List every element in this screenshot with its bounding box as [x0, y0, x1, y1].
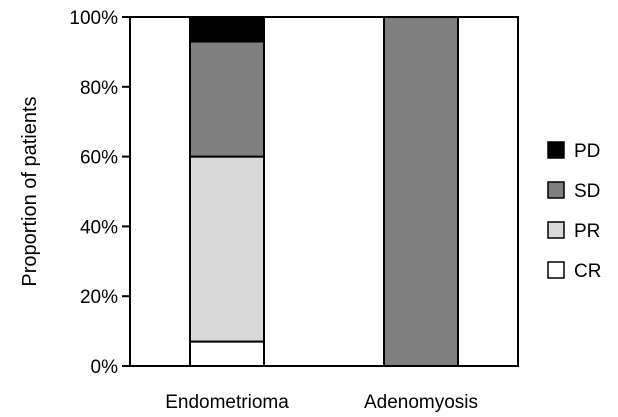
legend-swatch-pr: [547, 221, 565, 239]
legend-swatch-cr: [547, 261, 565, 279]
legend-swatch-sd: [547, 181, 565, 199]
y-tick-label: 80%: [80, 78, 118, 99]
legend-label-sd: SD: [574, 181, 600, 202]
bars: [189, 16, 459, 368]
x-axis-labels: Endometrioma Adenomyosis: [165, 392, 478, 413]
plot-area: 0% 20% 40% 60% 80% 100%: [69, 8, 519, 378]
legend-swatch-pd: [547, 141, 565, 159]
x-category-label: Endometrioma: [165, 392, 289, 413]
legend: PD SD PR CR: [547, 141, 601, 282]
legend-label-pr: PR: [574, 221, 600, 242]
x-category-label: Adenomyosis: [364, 392, 478, 413]
y-axis-label: Proportion of patients: [19, 96, 41, 286]
bar-segment-cr: [189, 340, 265, 368]
bar-segment-pr: [189, 155, 265, 343]
y-tick-label: 100%: [69, 8, 118, 29]
bar-segment-pd: [189, 16, 265, 43]
bar-segment-sd: [189, 40, 265, 158]
bar-segment-sd: [383, 16, 459, 367]
y-tick-label: 20%: [80, 287, 118, 308]
y-tick-label: 60%: [80, 148, 118, 169]
y-tick-label: 0%: [91, 357, 119, 378]
y-tick-label: 40%: [80, 217, 118, 238]
y-axis: 0% 20% 40% 60% 80% 100%: [69, 8, 130, 378]
legend-label-pd: PD: [574, 141, 600, 162]
plot-frame: [129, 16, 519, 367]
legend-label-cr: CR: [574, 261, 601, 282]
